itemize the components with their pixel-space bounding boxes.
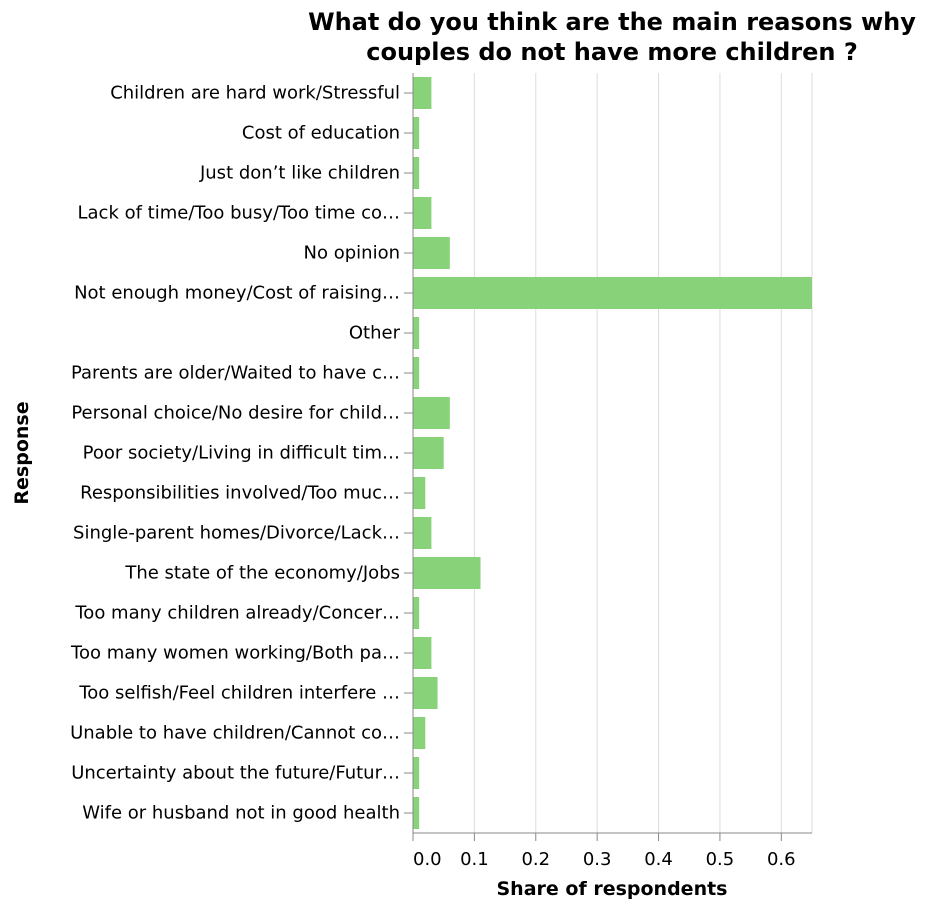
- bar-15: [413, 677, 438, 709]
- y-tick-label-14: Too many women working/Both pa…: [70, 643, 400, 664]
- y-tick-label-16: Unable to have children/Cannot co…: [70, 723, 400, 744]
- bar-1: [413, 117, 420, 149]
- x-tick-label-4: 0.4: [644, 849, 673, 870]
- y-tick-label-3: Lack of time/Too busy/Too time co…: [78, 203, 401, 224]
- y-tick-label-13: Too many children already/Concer…: [74, 603, 400, 624]
- bar-8: [413, 397, 450, 429]
- y-tick-label-9: Poor society/Living in difficult tim…: [83, 443, 400, 464]
- x-axis-title: Share of respondents: [497, 878, 728, 900]
- chart-title-line-1: What do you think are the main reasons w…: [308, 8, 916, 36]
- x-tick-label-0: 0.0: [413, 849, 442, 870]
- bar-14: [413, 637, 432, 669]
- y-tick-label-5: Not enough money/Cost of raising…: [74, 283, 400, 304]
- bar-3: [413, 197, 432, 229]
- bar-11: [413, 517, 432, 549]
- y-tick-label-0: Children are hard work/Stressful: [110, 83, 400, 104]
- y-tick-label-2: Just don’t like children: [199, 163, 400, 184]
- x-tick-label-6: 0.6: [767, 849, 796, 870]
- y-tick-label-18: Wife or husband not in good health: [82, 803, 400, 824]
- y-tick-label-7: Parents are older/Waited to have c…: [71, 363, 400, 384]
- bar-9: [413, 437, 444, 469]
- bar-2: [413, 157, 420, 189]
- bar-4: [413, 237, 450, 269]
- y-tick-label-10: Responsibilities involved/Too muc…: [80, 483, 400, 504]
- bar-18: [413, 797, 420, 829]
- bar-13: [413, 597, 420, 629]
- bar-16: [413, 717, 426, 749]
- y-tick-label-15: Too selfish/Feel children interfere …: [78, 683, 400, 704]
- x-tick-label-1: 0.1: [460, 849, 489, 870]
- y-tick-label-4: No opinion: [304, 243, 400, 264]
- bar-10: [413, 477, 426, 509]
- chart-title-line-2: couples do not have more children ?: [366, 38, 858, 66]
- y-axis: Children are hard work/Stressful Cost of …: [70, 73, 414, 833]
- bar-5: [413, 277, 812, 309]
- y-tick-label-8: Personal choice/No desire for child…: [71, 403, 400, 424]
- y-axis-title: Response: [11, 401, 33, 504]
- x-axis: 0.0 0.1 0.2 0.3 0.4 0.5 0.6: [412, 832, 812, 870]
- bar-0: [413, 77, 432, 109]
- bar-17: [413, 757, 420, 789]
- y-tick-label-6: Other: [349, 323, 401, 344]
- y-tick-label-1: Cost of education: [242, 123, 400, 144]
- bar-12: [413, 557, 481, 589]
- x-tick-label-5: 0.5: [706, 849, 735, 870]
- y-tick-label-11: Single-parent homes/Divorce/Lack…: [73, 523, 400, 544]
- bars: [413, 77, 812, 829]
- y-tick-label-12: The state of the economy/Jobs: [124, 563, 400, 584]
- y-tick-label-17: Uncertainty about the future/Futur…: [71, 763, 400, 784]
- x-tick-label-3: 0.3: [583, 849, 612, 870]
- gridlines: [473, 73, 813, 833]
- bar-6: [413, 317, 420, 349]
- x-tick-label-2: 0.2: [521, 849, 550, 870]
- bar-7: [413, 357, 420, 389]
